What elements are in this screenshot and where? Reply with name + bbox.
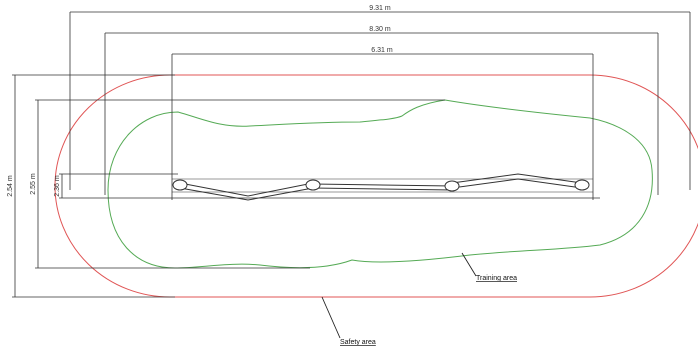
dimension-outer-width: 9.31 m bbox=[69, 5, 691, 190]
dimension-middle-width: 8.30 m bbox=[104, 26, 659, 195]
hinge-marker bbox=[172, 179, 188, 191]
dimension-outer-height-label: 2.54 m bbox=[7, 175, 14, 197]
safety-area-label: Safety area bbox=[340, 339, 376, 346]
dimension-middle-width-label: 8.30 m bbox=[369, 26, 391, 33]
hinge-marker bbox=[305, 179, 321, 191]
training-area-callout: Training area bbox=[461, 252, 517, 282]
training-area-label: Training area bbox=[476, 275, 517, 282]
dimension-outer-height: 2.54 m bbox=[7, 74, 175, 298]
dimension-inner-width-label: 6.31 m bbox=[371, 47, 393, 54]
dimension-inner-height: 2.36 m bbox=[54, 173, 600, 199]
equipment-assembly bbox=[172, 173, 593, 201]
equipment-hinges bbox=[172, 179, 590, 192]
dimension-outer-width-label: 9.31 m bbox=[369, 5, 391, 12]
dimension-middle-height-label: 2.55 m bbox=[30, 173, 37, 195]
hinge-marker bbox=[574, 179, 590, 191]
safety-area-boundary bbox=[54, 74, 698, 298]
dimension-inner-height-label: 2.36 m bbox=[54, 175, 61, 197]
dimension-inner-width: 6.31 m bbox=[171, 47, 594, 200]
equipment-rod-left bbox=[179, 182, 314, 197]
equipment-rod-right bbox=[451, 173, 583, 184]
equipment-rod-center bbox=[312, 183, 453, 187]
hinge-marker bbox=[444, 180, 460, 192]
dimension-middle-height: 2.55 m bbox=[30, 99, 445, 269]
training-area-boundary bbox=[107, 99, 653, 269]
safety-area-callout: Safety area bbox=[321, 296, 376, 346]
